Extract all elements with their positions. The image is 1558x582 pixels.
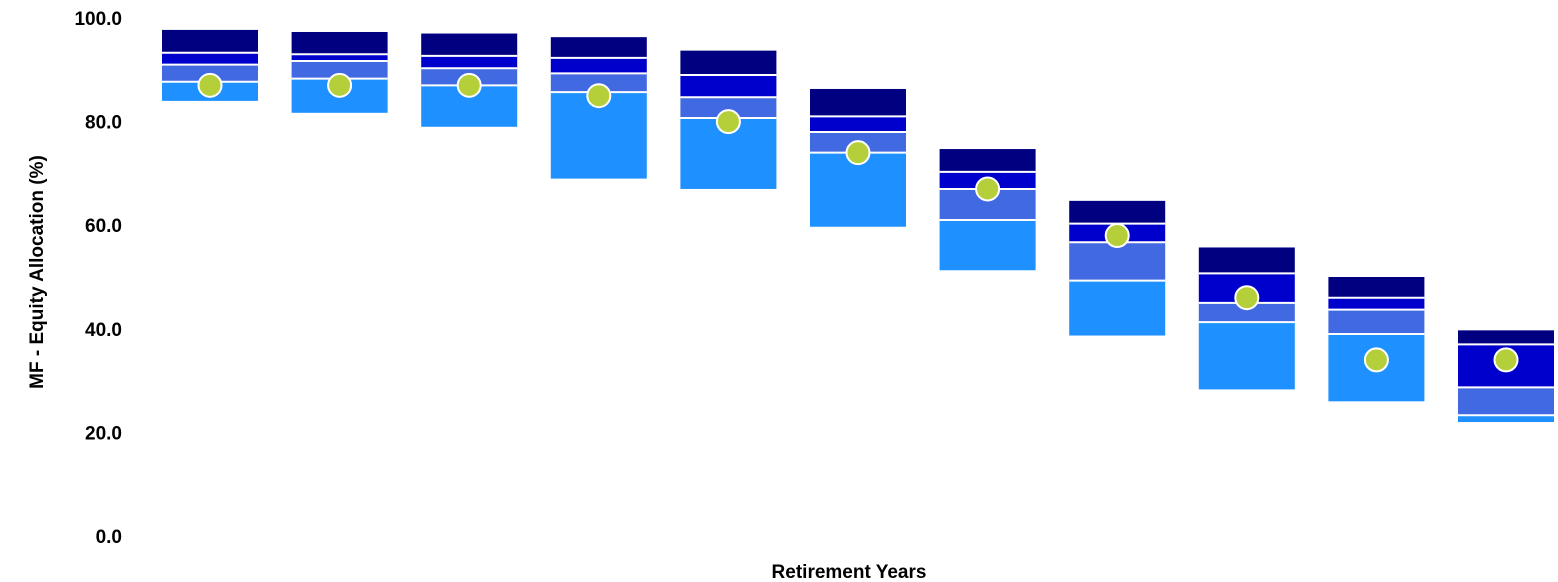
plot-area xyxy=(162,29,1554,423)
bar-segment xyxy=(1458,415,1554,423)
bar-segment xyxy=(421,55,518,69)
bar-segment xyxy=(550,57,647,74)
bar-segment xyxy=(162,52,258,65)
bar-group xyxy=(939,149,1036,271)
bar-segment xyxy=(162,29,258,53)
y-axis-ticks: 0.0 20.0 40.0 60.0 80.0 100.0 xyxy=(74,9,122,548)
bar-segment xyxy=(680,50,777,75)
median-marker xyxy=(327,72,353,98)
bar-group xyxy=(1198,247,1295,390)
bar-segment xyxy=(1069,200,1166,224)
y-tick-label: 60.0 xyxy=(85,216,122,237)
median-markers xyxy=(197,72,1519,373)
median-marker xyxy=(197,72,223,98)
bar-segment xyxy=(1328,277,1425,298)
y-tick-label: 20.0 xyxy=(85,423,122,444)
bar-segment xyxy=(1458,330,1554,345)
bar-segment xyxy=(1198,322,1295,390)
bar-segment xyxy=(1198,302,1295,323)
y-tick-label: 0.0 xyxy=(96,527,122,548)
median-marker xyxy=(975,176,1001,202)
bar-segment xyxy=(1069,242,1166,281)
bar-segment xyxy=(939,220,1036,271)
bar-segment xyxy=(810,116,906,132)
bar-group xyxy=(550,37,647,179)
bar-segment xyxy=(291,54,388,61)
bar-segment xyxy=(1069,280,1166,336)
bar-segment xyxy=(680,97,777,118)
bar-segment xyxy=(291,31,388,55)
median-marker xyxy=(845,140,871,166)
bar-segment xyxy=(1328,309,1425,334)
median-marker xyxy=(1493,347,1519,373)
bar-segment xyxy=(810,88,906,117)
bar-segment xyxy=(291,60,388,79)
median-marker xyxy=(586,83,612,109)
bar-segment xyxy=(550,73,647,93)
bar-group xyxy=(1328,277,1425,402)
y-tick-label: 80.0 xyxy=(85,113,122,134)
y-tick-label: 40.0 xyxy=(85,320,122,341)
bar-group xyxy=(162,29,258,101)
median-marker xyxy=(1363,347,1389,373)
bar-segment xyxy=(680,74,777,98)
median-marker xyxy=(1104,223,1130,249)
median-marker xyxy=(715,109,741,135)
bar-group xyxy=(291,31,388,113)
y-tick-label: 100.0 xyxy=(74,9,122,30)
median-marker xyxy=(1234,285,1260,311)
bar-segment xyxy=(1198,247,1295,274)
median-marker xyxy=(456,72,482,98)
bar-segment xyxy=(550,37,647,58)
bar-segment xyxy=(1458,387,1554,416)
x-axis-title: Retirement Years xyxy=(772,562,927,582)
bar-segment xyxy=(1328,297,1425,310)
y-axis-title: MF - Equity Allocation (%) xyxy=(27,155,48,389)
bar-group xyxy=(1069,200,1166,336)
bar-group xyxy=(1458,330,1554,423)
bar-segment xyxy=(421,33,518,56)
bar-segment xyxy=(939,149,1036,172)
